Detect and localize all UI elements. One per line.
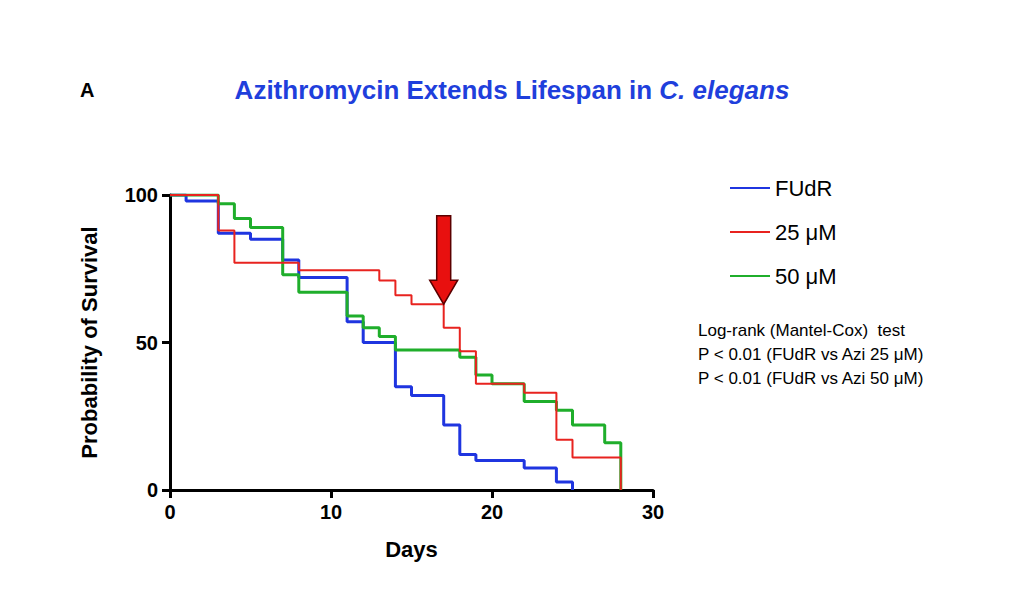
svg-text:25 μM: 25 μM [775, 220, 837, 245]
svg-text:P < 0.01 (FUdR vs Azi 50 μM): P < 0.01 (FUdR vs Azi 50 μM) [698, 369, 923, 388]
svg-text:0: 0 [164, 501, 175, 523]
svg-text:100: 100 [125, 184, 158, 206]
svg-text:P < 0.01 (FUdR vs Azi 25 μM): P < 0.01 (FUdR vs Azi 25 μM) [698, 345, 923, 364]
svg-text:Log-rank (Mantel-Cox) test: Log-rank (Mantel-Cox) test [698, 321, 905, 340]
svg-text:C. elegans: C. elegans [659, 75, 789, 105]
svg-text:A: A [80, 79, 94, 101]
svg-text:Days: Days [385, 537, 438, 562]
svg-text:Azithromycin Extends Lifespan: Azithromycin Extends Lifespan in [235, 75, 660, 105]
svg-text:50 μM: 50 μM [775, 264, 837, 289]
svg-text:20: 20 [481, 501, 503, 523]
svg-text:0: 0 [147, 479, 158, 501]
svg-text:Probability of Survival: Probability of Survival [77, 226, 102, 458]
svg-text:50: 50 [136, 332, 158, 354]
svg-text:30: 30 [642, 501, 664, 523]
svg-text:10: 10 [320, 501, 342, 523]
svg-text:FUdR: FUdR [775, 176, 832, 201]
